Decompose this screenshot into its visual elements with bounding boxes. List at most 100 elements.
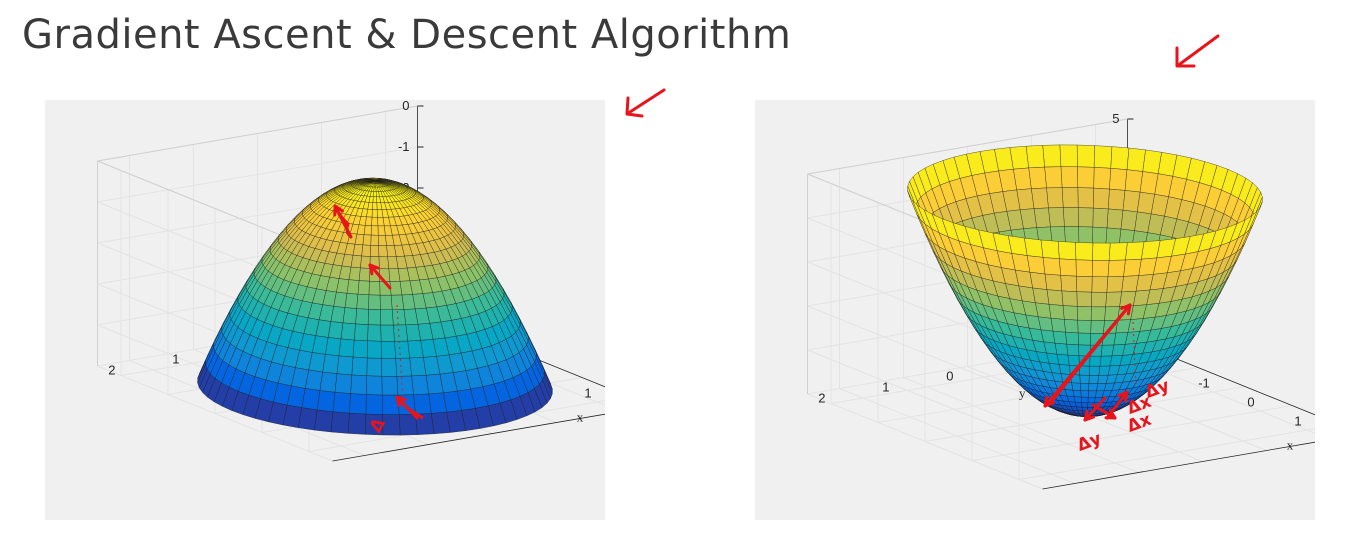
grid-step-arrow xyxy=(1083,396,1107,422)
surface-patch xyxy=(1110,146,1130,170)
surface-patch xyxy=(1091,291,1108,308)
surface-patch xyxy=(368,294,381,310)
surface-patch xyxy=(1050,317,1066,333)
surface-patch xyxy=(1098,365,1111,376)
y-tick-label: 1 xyxy=(172,352,179,367)
surface-patch xyxy=(355,308,369,325)
surface-patch xyxy=(1100,344,1115,357)
surface-patch xyxy=(378,245,388,258)
surface-patch xyxy=(1029,271,1048,290)
surface-patch xyxy=(1087,396,1096,404)
surface-patch xyxy=(370,234,379,246)
surface-patch xyxy=(1062,305,1078,321)
surface-patch xyxy=(379,294,393,311)
surface-patch xyxy=(367,309,381,326)
descent-step-arrow xyxy=(1043,303,1132,408)
surface-patch xyxy=(1046,289,1064,306)
surface-plot-ascent: 0-1-2-3-4-5-2-1012-2-1012zyxΔ xyxy=(45,100,605,520)
surface-patch xyxy=(1052,330,1067,345)
surface-patch xyxy=(387,256,399,270)
surface-patch xyxy=(314,409,334,433)
surface-patch xyxy=(1061,187,1079,208)
surface-patch xyxy=(377,235,387,246)
surface-patch xyxy=(347,412,367,435)
surface-patch xyxy=(298,407,318,431)
y-tick-label: 0 xyxy=(946,369,953,384)
ascent-step-arrow xyxy=(333,205,353,239)
surface-patch xyxy=(431,411,451,435)
surface-patch xyxy=(1077,319,1092,334)
x-axis-label: x xyxy=(1287,438,1294,453)
y-tick-label: 1 xyxy=(882,380,889,395)
surface-patch xyxy=(1089,355,1102,367)
surface-patch xyxy=(1123,258,1142,277)
surface-patch xyxy=(380,309,394,326)
surface-patch xyxy=(1093,167,1111,190)
back-wall-gridline xyxy=(807,305,1043,402)
descent-step-arrow-head xyxy=(1043,395,1055,408)
surface-patch xyxy=(1092,242,1111,261)
x-tick-label: 1 xyxy=(1294,414,1301,429)
surface-patch xyxy=(1044,273,1063,292)
surface-patch xyxy=(1108,242,1128,261)
surface-patch xyxy=(1079,374,1090,384)
surface-patch xyxy=(319,371,338,393)
surface-patch xyxy=(371,216,379,227)
surface-patch xyxy=(366,375,383,396)
surface-patch xyxy=(1089,365,1101,376)
surface-patch xyxy=(1105,291,1122,308)
surface-patch xyxy=(338,338,355,358)
surface-patch xyxy=(340,322,356,341)
surface-patch xyxy=(1026,255,1046,275)
surface-patch xyxy=(1075,259,1093,277)
surface-patch xyxy=(1106,208,1124,230)
surface-patch xyxy=(332,391,351,414)
surface-patch xyxy=(316,390,336,412)
surface-patch xyxy=(1067,354,1080,367)
grid-step-arrow-head xyxy=(1104,408,1117,420)
surface-patch xyxy=(378,256,390,270)
grid-step-arrow-head xyxy=(1117,390,1129,403)
floor-gridline xyxy=(839,388,1075,484)
surface-patch xyxy=(1076,144,1095,168)
surface-patch xyxy=(1042,257,1061,276)
surface-patch xyxy=(366,340,382,359)
surface-patch xyxy=(1031,187,1049,209)
surface-plot-descent-canvas: 543210-2-1012-2-1012zyxΔyΔxΔyΔx xyxy=(807,111,1315,490)
surface-patch xyxy=(396,375,414,396)
surface-patch xyxy=(1054,342,1069,356)
surface-patch xyxy=(1125,241,1145,261)
y-tick-label: 2 xyxy=(818,391,825,406)
surface-patch xyxy=(1077,332,1091,346)
back-wall-gridline xyxy=(807,393,1043,490)
surface-patch xyxy=(395,357,412,377)
surface-patch xyxy=(1079,382,1090,392)
z-tick-label: -1 xyxy=(398,139,410,154)
surface-patch xyxy=(381,375,399,396)
y-tick-label: 2 xyxy=(108,363,115,378)
surface-patch xyxy=(1081,402,1089,408)
surface-patch xyxy=(376,209,384,218)
surface-patch xyxy=(1040,239,1060,260)
surface-patch xyxy=(1076,306,1092,321)
surface-patch xyxy=(389,281,403,296)
surface-patch xyxy=(1107,259,1126,278)
surface-patch xyxy=(1087,390,1097,398)
annotation-arrow-icon xyxy=(1175,34,1220,68)
surface-patch xyxy=(1063,319,1079,334)
surface-patch xyxy=(1076,275,1093,293)
surface-patch xyxy=(1124,169,1144,193)
surface-patch xyxy=(1065,331,1079,346)
surface-patch xyxy=(1090,320,1105,334)
surface-patch xyxy=(1080,396,1089,403)
surface-patch xyxy=(1071,382,1081,391)
surface-patch xyxy=(334,373,353,394)
surface-patch xyxy=(366,357,383,377)
surface-patch xyxy=(367,324,382,342)
surface-patch xyxy=(1093,145,1113,169)
surface-patch xyxy=(1028,166,1047,189)
surface-patch xyxy=(1058,364,1071,375)
surface-patch xyxy=(1097,374,1109,384)
surface-patch xyxy=(322,354,340,374)
z-tick-label: 5 xyxy=(1112,111,1119,126)
